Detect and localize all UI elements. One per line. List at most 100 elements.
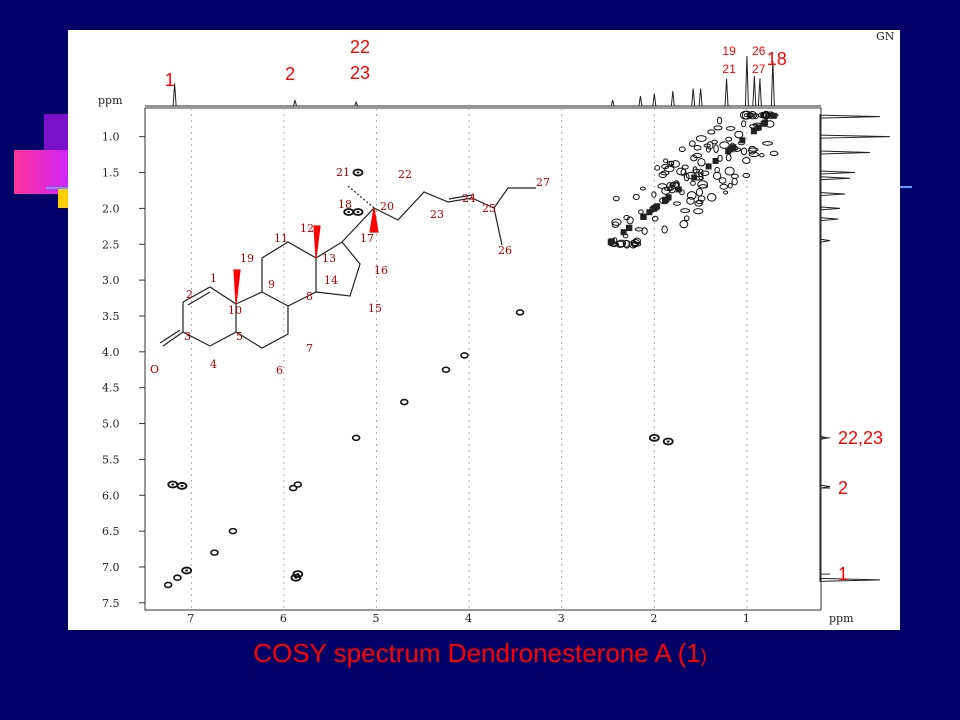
contour-peak — [723, 190, 729, 195]
top-corner-text: GN — [876, 30, 895, 43]
diagonal-contour — [750, 128, 757, 135]
atom-label: 2 — [186, 288, 193, 301]
caption-text: COSY spectrum Dendronesterone A (1 — [253, 638, 701, 668]
diagonal-contour — [646, 209, 653, 216]
right-assignment-label: 22,23 — [838, 428, 883, 448]
contour-peak — [697, 157, 706, 167]
aliphatic-diagonal-cluster — [607, 110, 779, 249]
y-tick-label: 4.0 — [102, 346, 120, 359]
atom-label: 9 — [268, 278, 275, 291]
cross-peak-core — [185, 569, 189, 572]
contour-peak — [651, 215, 659, 222]
contour-peak — [690, 180, 696, 186]
contour-peak — [725, 126, 736, 131]
deco-blue-line — [46, 187, 70, 189]
atom-label: 10 — [228, 304, 242, 317]
contour-peak — [657, 183, 668, 189]
cross-peak-core — [356, 171, 360, 174]
cross-peak — [343, 208, 355, 216]
contour-peak — [731, 173, 739, 179]
atom-label: 19 — [240, 252, 254, 265]
contour-peak — [661, 225, 668, 234]
x-tick-label: 2 — [650, 612, 657, 625]
diagonal-peak — [173, 574, 182, 582]
contour-peak — [680, 208, 691, 213]
atom-label: 17 — [360, 232, 374, 245]
dendronesterone-structure — [159, 185, 536, 349]
contour-peak — [711, 139, 718, 145]
right-projection-trace — [819, 114, 891, 582]
diagonal-peak — [351, 434, 361, 442]
atom-label: 20 — [380, 200, 394, 213]
atom-label: 5 — [236, 330, 243, 343]
cross-peak-core — [171, 483, 175, 486]
contour-peak — [747, 110, 758, 120]
contour-peak — [698, 172, 704, 181]
contour-peak — [707, 129, 716, 135]
contour-peak — [746, 111, 754, 119]
contour-peak — [724, 166, 735, 176]
contour-peak — [670, 160, 680, 168]
atom-label: 12 — [300, 222, 314, 235]
contour-peak — [668, 185, 677, 194]
contour-peak — [695, 187, 703, 197]
contour-peak — [741, 120, 747, 128]
x-tick-label: 6 — [280, 612, 287, 625]
caption-suffix: ) — [700, 646, 707, 666]
diagonal-peak — [228, 527, 238, 535]
contour-peak — [683, 172, 690, 182]
cross-peak — [292, 570, 304, 579]
x-tick-label: ppm — [829, 612, 854, 625]
plot-frame — [144, 107, 822, 611]
peak-assignment-label: 22 — [350, 37, 370, 57]
contour-peak — [678, 146, 686, 153]
contour-peak — [686, 196, 695, 205]
atom-label: 26 — [498, 244, 512, 257]
y-tick-label: 7.5 — [102, 597, 120, 610]
y-tick-label: 1.0 — [102, 131, 120, 144]
contour-peak — [692, 152, 703, 159]
deco-yellow-block — [58, 188, 70, 208]
contour-peak — [695, 135, 707, 142]
x-tick-label: 7 — [187, 612, 194, 625]
contour-peak — [639, 186, 646, 191]
contour-peak — [748, 147, 759, 152]
contour-peak — [748, 151, 760, 158]
diagonal-contour — [625, 225, 632, 232]
atom-label: 4 — [210, 358, 217, 371]
atom-label: 7 — [306, 342, 313, 355]
diagonal-contour — [620, 229, 627, 236]
contour-peak — [748, 145, 757, 155]
diagonal-contour — [739, 137, 746, 144]
diagonal-peak — [515, 309, 525, 316]
diagonal-contour — [712, 157, 719, 164]
contour-peak — [676, 167, 687, 176]
contour-peak — [679, 220, 689, 229]
cross-peak — [662, 437, 674, 446]
atom-label: 6 — [276, 364, 283, 377]
contour-peak — [663, 158, 669, 164]
contour-peak — [712, 171, 722, 180]
y-tick-label: 3.5 — [102, 310, 120, 323]
atom-label: 3 — [184, 330, 191, 343]
deco-blue-line-right — [900, 186, 912, 188]
cross-peak — [181, 566, 193, 575]
diagonal-contour — [705, 163, 712, 170]
contour-peak — [706, 192, 717, 202]
atom-label: 13 — [322, 252, 336, 265]
peak-assignment-label: 23 — [350, 63, 370, 83]
diagonal-contour — [675, 186, 682, 193]
cross-peak — [176, 482, 188, 490]
slide-caption: COSY spectrum Dendronesterone A (1) — [0, 638, 960, 669]
contour-peak — [672, 201, 681, 206]
atom-label: 21 — [336, 166, 350, 179]
diagonal-contour — [725, 148, 732, 155]
contour-peak — [731, 177, 738, 186]
cross-peak-core — [180, 484, 184, 487]
cross-peak-core — [356, 210, 360, 213]
atom-label: 27 — [536, 176, 550, 189]
contour-peak — [681, 164, 689, 170]
contour-peak — [725, 136, 733, 142]
contour-peak — [719, 141, 730, 149]
